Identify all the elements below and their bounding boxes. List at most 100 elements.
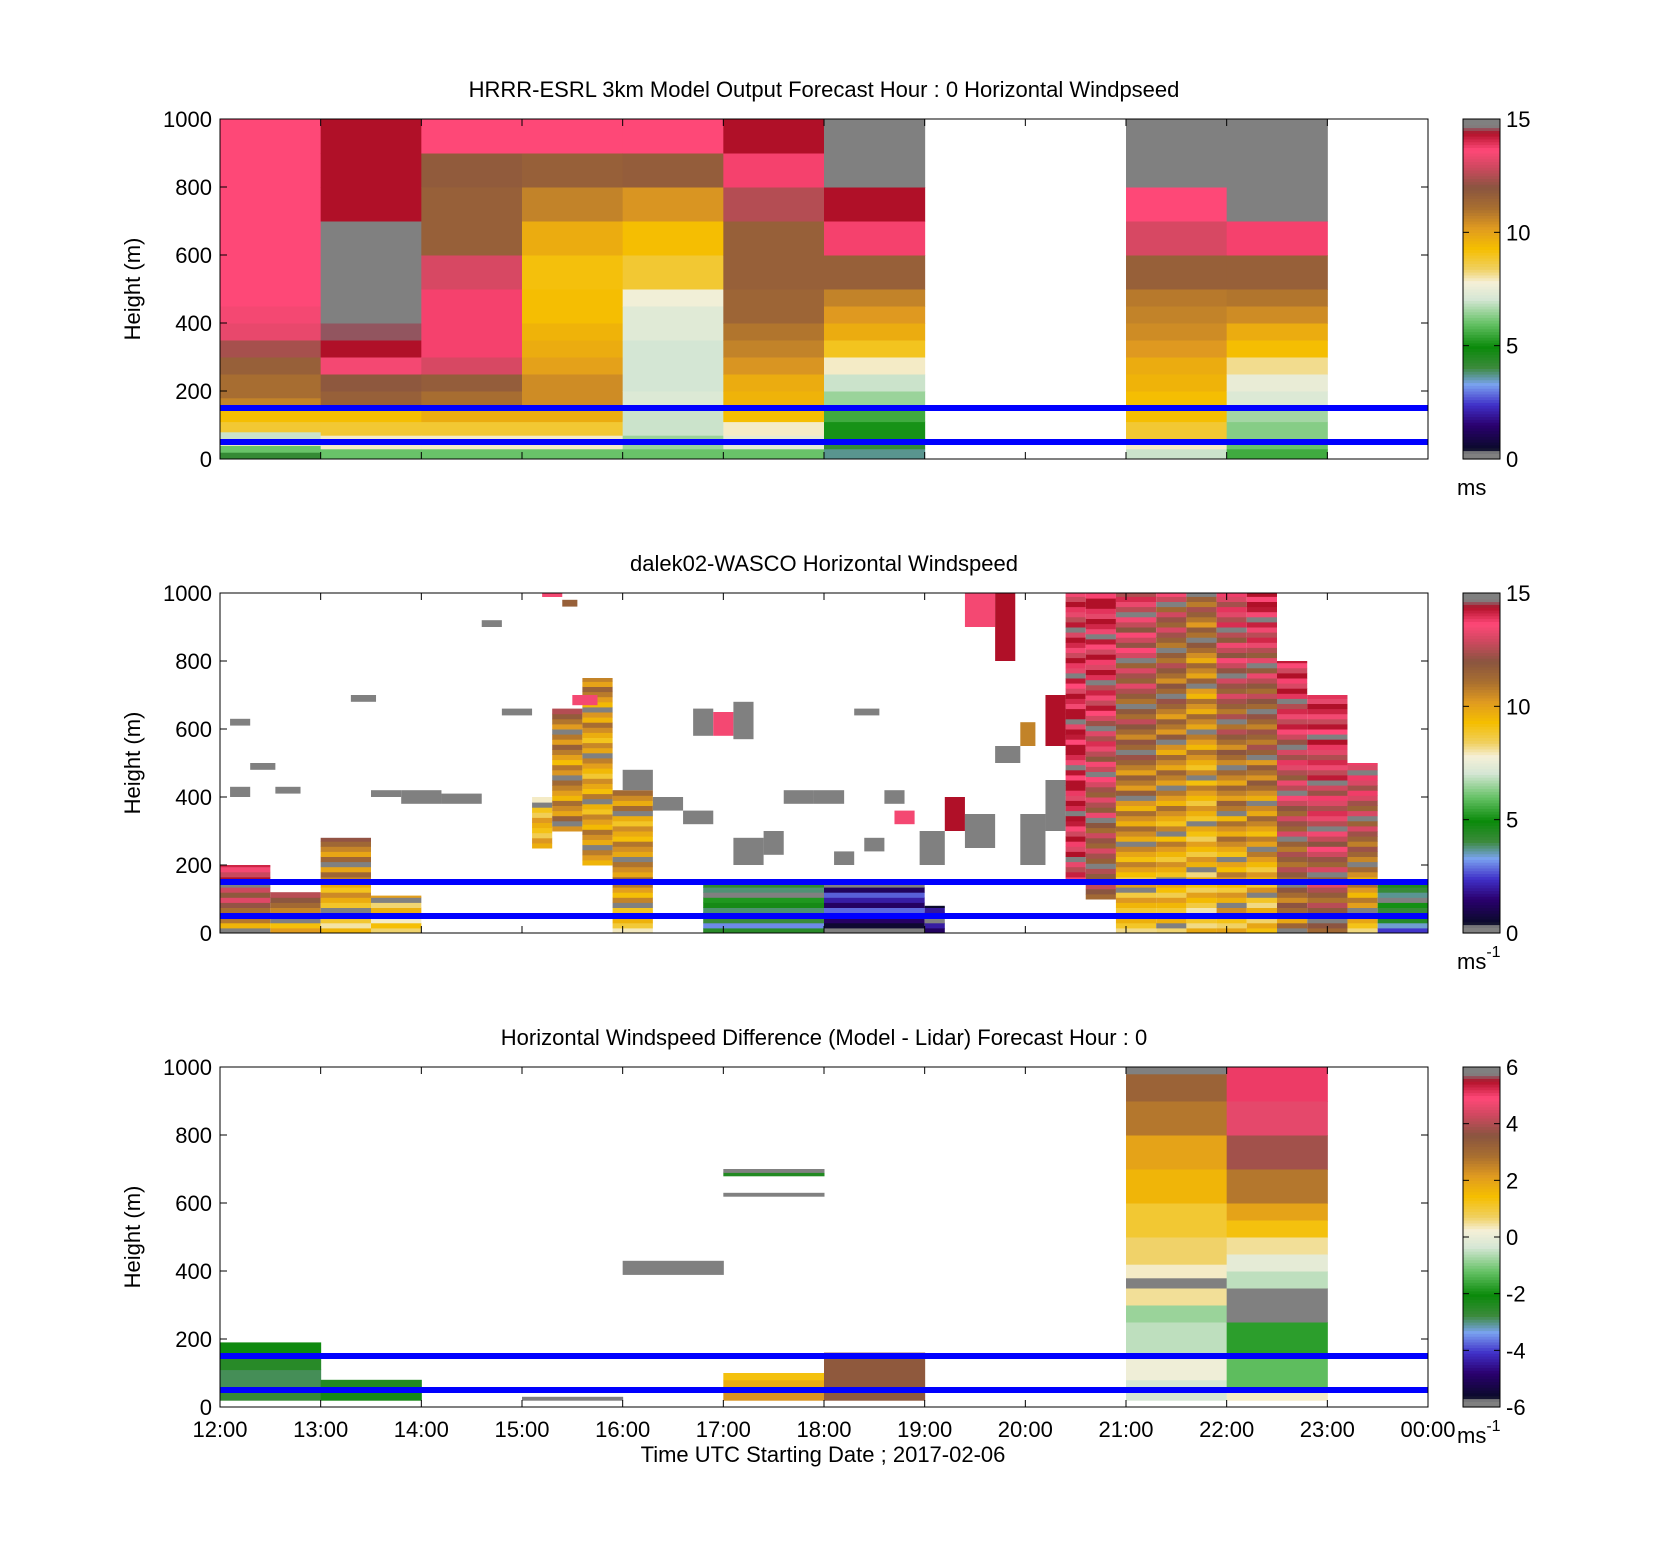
colorbar-swatch (1463, 760, 1500, 764)
lidar-strip (1307, 820, 1348, 827)
heatmap-cell (320, 1390, 422, 1401)
heatmap-cell (1126, 448, 1228, 459)
colorbar-swatch (1463, 1273, 1500, 1278)
colorbar-swatch (1463, 731, 1500, 736)
lidar-strip (1085, 603, 1116, 609)
heatmap-cell (1226, 408, 1328, 423)
lidar-strip (220, 917, 271, 924)
x-tick-label: 15:00 (494, 1417, 549, 1442)
y-tick-label: 1000 (163, 1055, 212, 1080)
lidar-strip (1307, 810, 1348, 817)
colorbar-swatch (1463, 274, 1500, 279)
lidar-strip (612, 851, 653, 857)
lidar-strip (1065, 774, 1086, 781)
lidar-strip (582, 712, 613, 718)
lidar-strip (1277, 667, 1308, 674)
lidar-strip (1156, 698, 1187, 704)
colorbar-swatch (1463, 751, 1500, 756)
lidar-strip (1115, 815, 1157, 822)
colorbar-swatch (1463, 257, 1500, 262)
colorbar-swatch (1463, 393, 1500, 398)
lidar-strip (1246, 871, 1277, 878)
lidar-streak (733, 837, 764, 865)
lidar-strip (552, 754, 583, 761)
y-tick-label: 0 (200, 1395, 212, 1420)
lidar-strip (220, 887, 271, 893)
lidar-strip (1156, 892, 1187, 898)
lidar-strip (1246, 713, 1277, 720)
lidar-strip (1156, 754, 1187, 761)
colorbar-swatch (1463, 1084, 1500, 1088)
lidar-strip (1216, 718, 1247, 725)
colorbar-swatch (1463, 348, 1500, 352)
lidar-strip (1186, 596, 1217, 602)
colorbar-swatch (1463, 320, 1500, 324)
lidar-strip (1246, 917, 1277, 924)
colorbar-swatch (1463, 218, 1500, 222)
lidar-strip (220, 892, 271, 898)
colorbar-swatch (1463, 876, 1500, 880)
lidar-strip (1085, 710, 1116, 716)
lidar-strip (1246, 678, 1277, 684)
colorbar-swatch (1463, 300, 1500, 304)
lidar-strip (1307, 718, 1348, 725)
lidar-strip (1065, 749, 1086, 755)
colorbar-swatch (1463, 1135, 1500, 1139)
lidar-strip (1347, 902, 1378, 908)
lidar-strip (1347, 774, 1378, 781)
lidar-strip (1156, 708, 1187, 715)
lidar-strip (1115, 734, 1157, 740)
y-tick-label: 400 (175, 311, 212, 336)
colorbar-swatch (1463, 1248, 1500, 1252)
lidar-strip (1085, 842, 1116, 849)
lidar-strip (1277, 825, 1308, 832)
lidar-strip (1277, 902, 1308, 908)
lidar-strip (220, 902, 271, 908)
heatmap-cell (320, 187, 422, 222)
colorbar-tick-label: 6 (1506, 1055, 1518, 1080)
colorbar-swatch (1463, 649, 1500, 654)
lidar-strip (1347, 887, 1378, 893)
lidar-strip (1156, 790, 1187, 796)
lidar-strip (1347, 841, 1378, 847)
colorbar-swatch (1463, 450, 1500, 454)
lidar-strip (1277, 831, 1308, 837)
heatmap-cell (824, 221, 926, 256)
lidar-strip (1246, 902, 1277, 908)
lidar-strip (1216, 917, 1247, 924)
heatmap-cell (220, 1342, 322, 1357)
lidar-strip (1277, 678, 1308, 684)
lidar-strip (1065, 672, 1086, 679)
heatmap-cell (1226, 306, 1328, 324)
lidar-strip (552, 759, 583, 766)
colorbar-swatch (1463, 1361, 1500, 1366)
lidar-strip (1347, 763, 1378, 766)
lidar-strip (1186, 917, 1217, 924)
lidar-strip (1186, 800, 1217, 806)
colorbar-swatch (1463, 663, 1500, 668)
lidar-streak (481, 620, 502, 627)
heatmap-cell (1126, 306, 1228, 324)
lidar-strip (552, 744, 583, 750)
colorbar-swatch (1463, 1103, 1500, 1108)
lidar-strip (612, 856, 653, 863)
heatmap-cell (1126, 1322, 1228, 1357)
lidar-strip (582, 839, 613, 846)
colorbar-swatch (1463, 368, 1500, 372)
lidar-strip (1115, 907, 1157, 914)
colorbar-swatch (1463, 853, 1500, 858)
lidar-strip (1246, 667, 1277, 674)
heatmap-cell (622, 421, 724, 436)
lidar-strip (1246, 688, 1277, 694)
lidar-strip (1065, 780, 1086, 786)
heatmap-cell (1226, 1322, 1328, 1357)
colorbar-swatch (1463, 226, 1500, 231)
colorbar-swatch (1463, 828, 1500, 832)
lidar-strip (1186, 698, 1217, 704)
colorbar-swatch (1463, 627, 1500, 631)
colorbar-swatch (1463, 1143, 1500, 1147)
heatmap-cell (1126, 187, 1228, 222)
lidar-strip (1186, 713, 1217, 720)
colorbar-swatch (1463, 365, 1500, 369)
lidar-strip (1156, 616, 1187, 623)
